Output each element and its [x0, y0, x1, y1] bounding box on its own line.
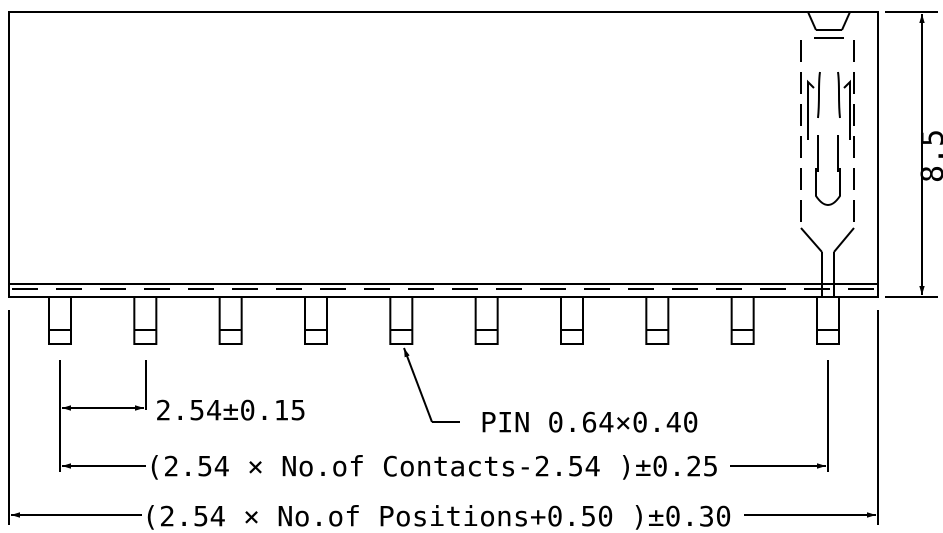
pin: [133, 296, 158, 345]
pin: [48, 296, 72, 345]
pin: [816, 296, 840, 345]
height-label: 8.5: [916, 129, 943, 183]
contact-section-view: [800, 11, 855, 297]
extension-lines: [8, 11, 938, 525]
height-dimension: 8.5: [916, 14, 943, 295]
pin-group: [48, 296, 840, 345]
pitch-dimension: 2.54±0.15: [62, 394, 307, 427]
contacts-span-dimension: (2.54 × No.of Contacts-2.54 )±0.25: [62, 448, 826, 483]
pin: [218, 296, 243, 345]
pin: [560, 296, 584, 345]
pin-leader: PIN 0.64×0.40: [403, 347, 699, 439]
pin: [389, 296, 414, 345]
pin: [730, 296, 755, 345]
pin: [304, 296, 328, 345]
pin-size-label: PIN 0.64×0.40: [480, 406, 699, 439]
housing-outline: [8, 11, 879, 298]
contacts-span-label: (2.54 × No.of Contacts-2.54 )±0.25: [146, 450, 719, 483]
pin: [474, 296, 499, 345]
overall-length-label: (2.54 × No.of Positions+0.50 )±0.30: [142, 500, 732, 533]
pitch-label: 2.54±0.15: [155, 394, 307, 427]
pin: [645, 296, 670, 345]
overall-length-dimension: (2.54 × No.of Positions+0.50 )±0.30: [11, 498, 876, 533]
